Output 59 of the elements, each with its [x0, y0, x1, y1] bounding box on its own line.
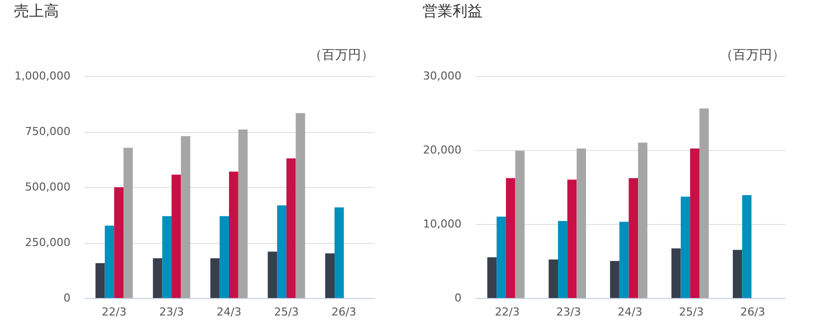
x-tick-label: 25/3 — [274, 306, 299, 318]
bar — [114, 187, 124, 298]
bar — [334, 207, 344, 298]
x-tick-label: 24/3 — [216, 306, 242, 318]
bar — [690, 148, 700, 298]
bar — [699, 108, 709, 298]
y-tick-label: 30,000 — [423, 70, 462, 82]
x-tick-label: 23/3 — [159, 306, 184, 318]
y-tick-label: 20,000 — [423, 144, 462, 156]
y-tick-label: 500,000 — [25, 180, 70, 194]
bar — [515, 150, 525, 298]
bar — [277, 205, 286, 298]
bar — [638, 142, 648, 298]
y-tick-label: 0 — [454, 292, 462, 304]
bar — [268, 252, 278, 298]
bar — [576, 148, 586, 298]
bar — [286, 158, 296, 298]
x-tick-label: 26/3 — [332, 306, 356, 318]
x-tick-label: 24/3 — [618, 306, 642, 318]
bar — [325, 253, 335, 298]
bar — [506, 178, 516, 298]
chart-title: 営業利益 — [422, 2, 483, 20]
chart-subtitle: （百万円） — [720, 48, 785, 63]
chart-title: 売上高 — [14, 2, 60, 20]
x-tick-label: 25/3 — [679, 306, 704, 318]
bar — [162, 216, 172, 298]
x-tick-label: 22/3 — [102, 306, 126, 318]
bar — [123, 148, 133, 298]
bar — [567, 180, 577, 298]
bar — [610, 261, 620, 298]
bar — [296, 113, 306, 298]
y-tick-label: 750,000 — [25, 125, 70, 138]
y-tick-label: 10,000 — [423, 218, 462, 230]
bar — [496, 216, 506, 298]
y-tick-label: 1,000,000 — [14, 70, 70, 82]
bar — [229, 172, 238, 298]
bar — [558, 221, 568, 298]
bar — [619, 222, 629, 298]
y-tick-label: 0 — [64, 292, 70, 304]
y-tick-label: 250,000 — [25, 236, 70, 249]
bar — [742, 195, 752, 298]
bar — [95, 263, 105, 298]
x-tick-label: 22/3 — [494, 306, 520, 318]
chart-subtitle: （百万円） — [309, 48, 374, 63]
bar — [104, 226, 114, 298]
bar — [210, 258, 220, 298]
bar — [732, 250, 742, 298]
x-tick-label: 26/3 — [740, 306, 766, 318]
bar — [180, 136, 190, 298]
bar — [671, 248, 681, 298]
x-tick-label: 23/3 — [556, 306, 581, 318]
bar — [152, 258, 162, 298]
bar — [238, 130, 248, 298]
bar — [548, 260, 558, 298]
bar — [172, 174, 181, 298]
bar — [487, 257, 497, 298]
bar — [220, 216, 229, 298]
bar — [628, 178, 638, 298]
bar — [680, 196, 690, 298]
